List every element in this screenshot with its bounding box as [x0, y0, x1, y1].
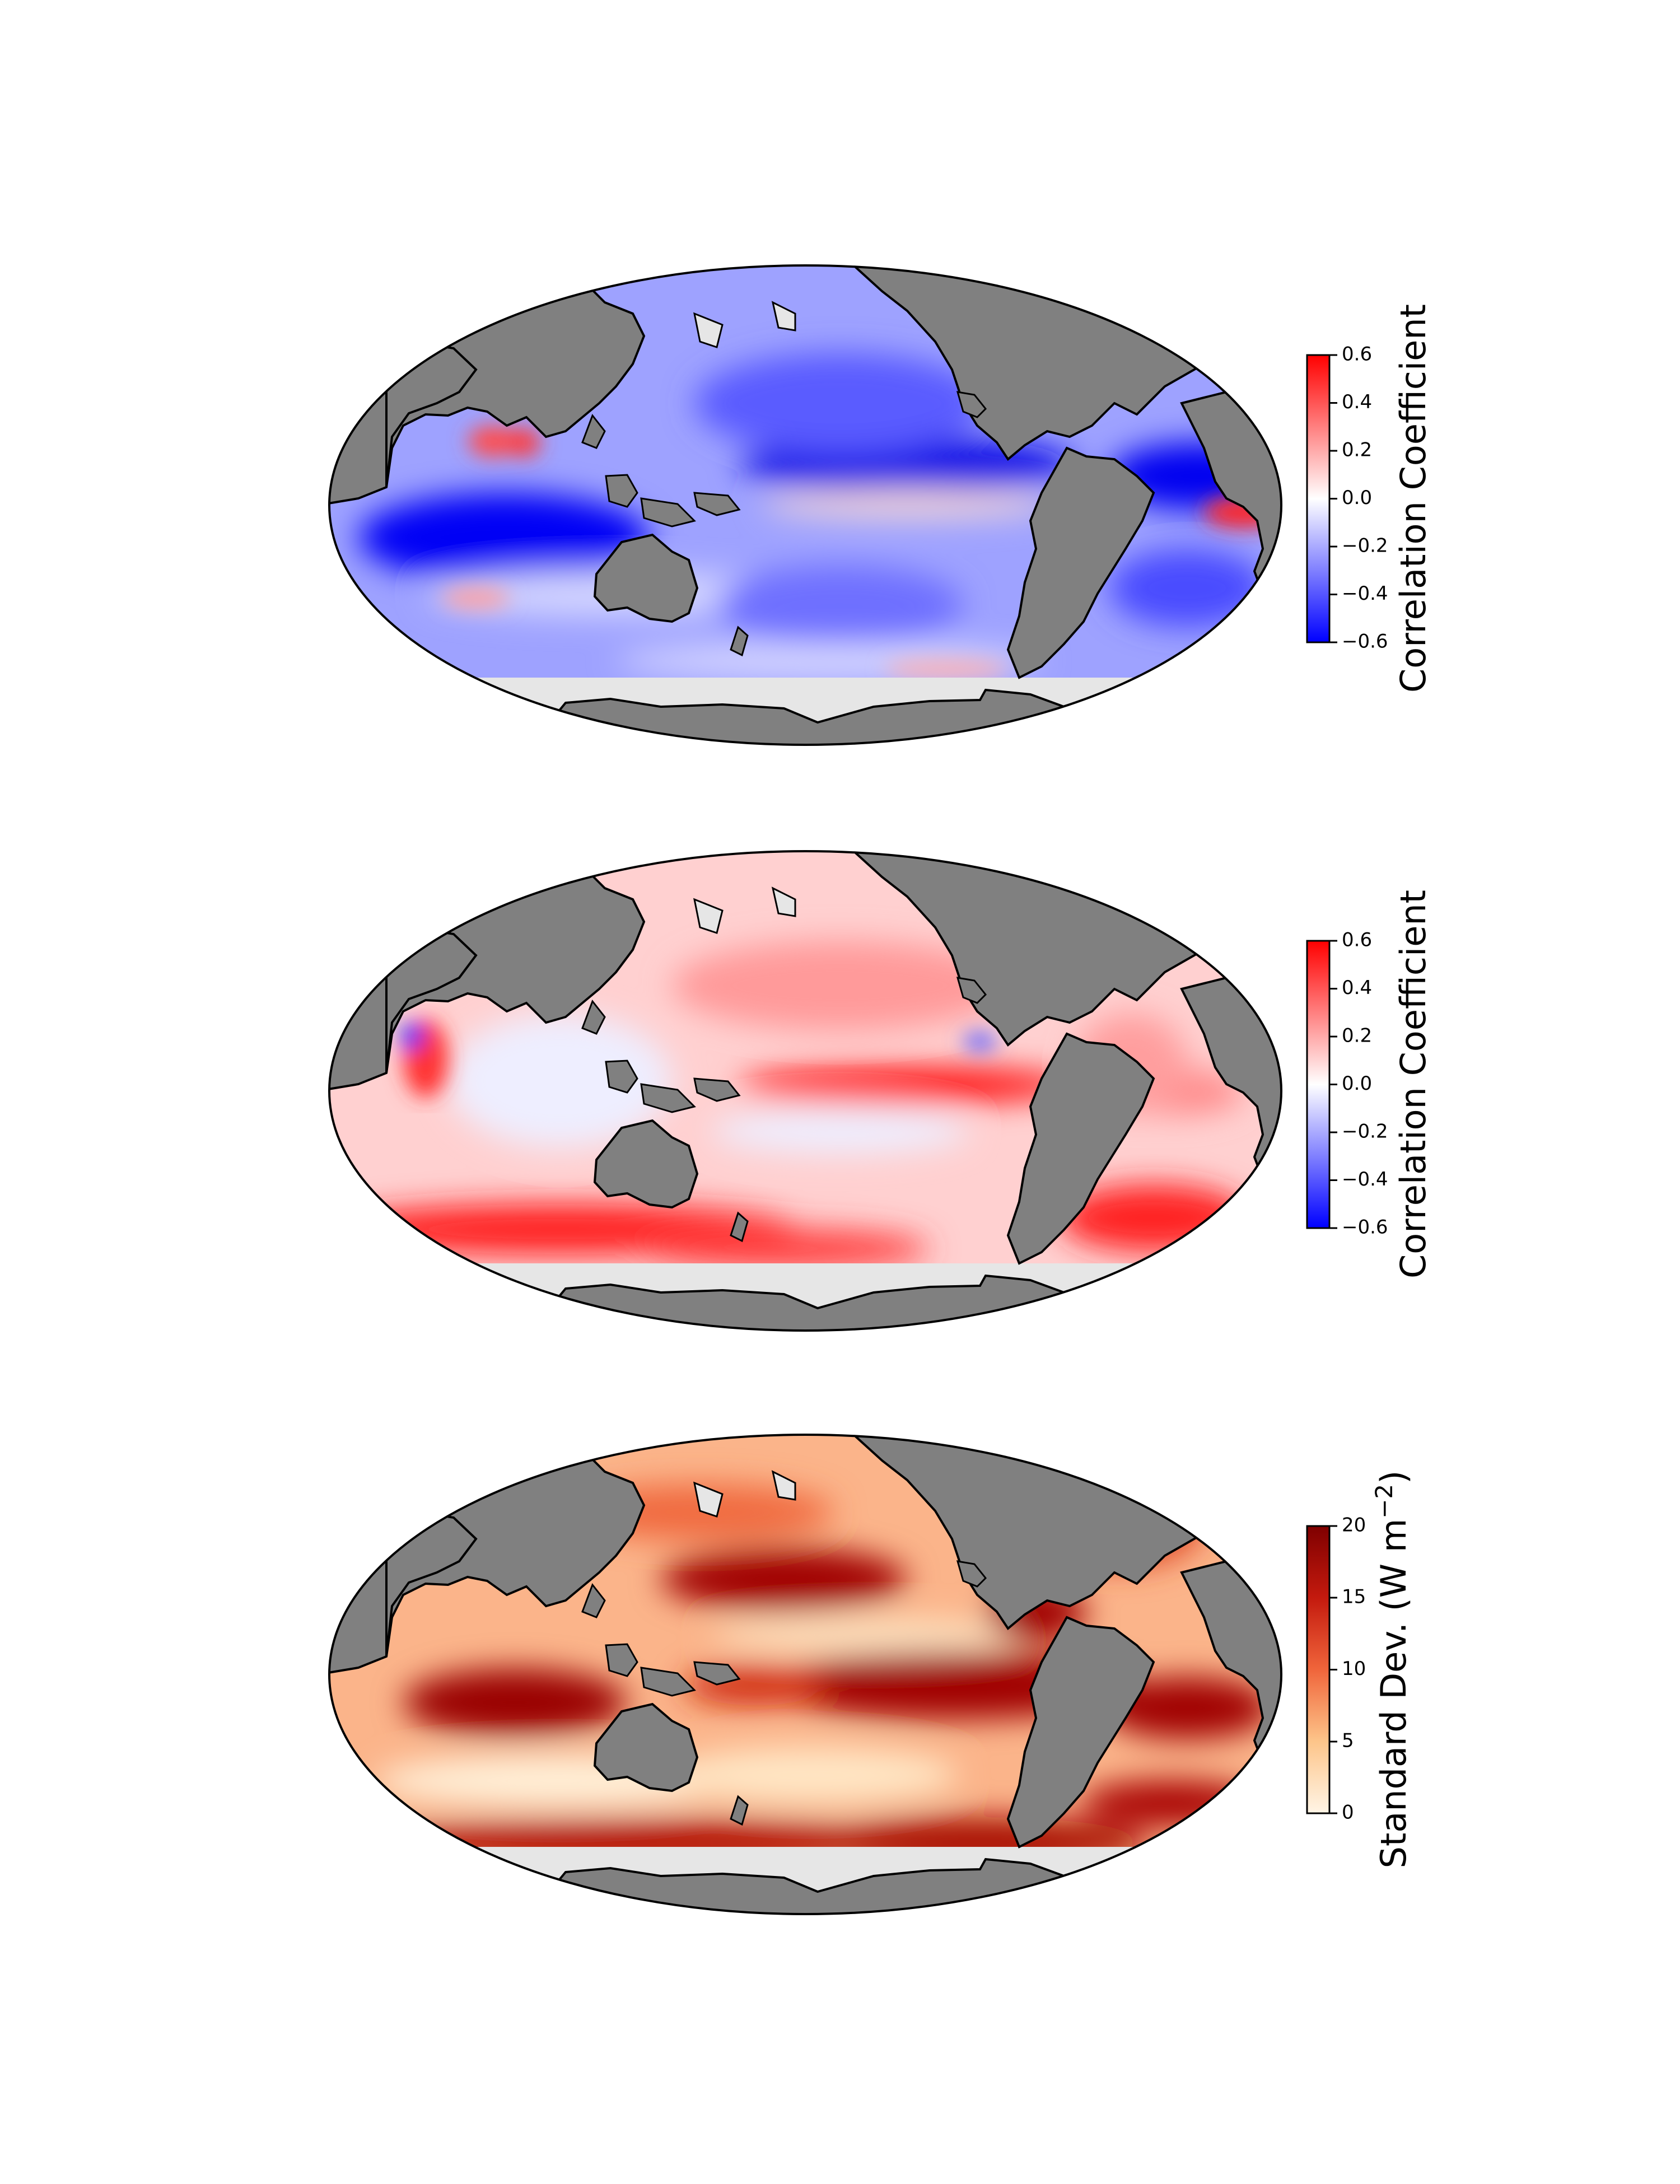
colorbar-1-tick-label: 0.0 [1342, 487, 1372, 509]
colorbar-3-tick-label: 0 [1342, 1802, 1354, 1824]
colorbar-2-ticks [1329, 940, 1337, 1229]
colorbar-1-tick-label: 0.2 [1342, 439, 1372, 461]
colorbar-3-label-sup: −2 [1370, 1484, 1398, 1519]
colorbar-2-tick-label: −0.6 [1342, 1216, 1388, 1239]
colorbar-2-tick-label: −0.2 [1342, 1121, 1388, 1143]
colorbar-2-tick-label: 0.6 [1342, 929, 1372, 951]
colorbar-2-label: Correlation Coefficient [1393, 890, 1434, 1278]
colorbar-3-label-main: Standard Dev. (W m [1373, 1519, 1414, 1869]
colorbar-1-tick-label: −0.2 [1342, 535, 1388, 557]
colorbar-1-tick-label: 0.4 [1342, 391, 1372, 413]
colorbar-1: 0.6 0.4 0.2 0.0 −0.2 −0.4 −0.6 Correlati… [1306, 304, 1434, 693]
colorbar-3-label: Standard Dev. (W m−2) [1370, 1471, 1414, 1869]
colorbar-3-bar [1306, 1525, 1331, 1814]
colorbar-2-bar [1306, 940, 1331, 1229]
colorbar-3-tick-label: 10 [1342, 1658, 1366, 1680]
colorbar-1-bar [1306, 354, 1331, 643]
map-panel-3 [328, 1434, 1282, 1915]
colorbar-3-ticks [1329, 1525, 1337, 1814]
map-panel-2 [328, 850, 1282, 1332]
colorbar-3-label-end: ) [1373, 1471, 1414, 1484]
colorbar-2-tick-label: −0.4 [1342, 1168, 1388, 1191]
map-panel-1 [328, 264, 1282, 746]
colorbar-1-tick-label: −0.6 [1342, 631, 1388, 653]
colorbar-3: 20 15 10 5 0 Standard Dev. (W m−2) [1306, 1471, 1414, 1869]
colorbar-2-tick-label: 0.0 [1342, 1072, 1372, 1095]
colorbar-1-label: Correlation Coefficient [1393, 304, 1434, 693]
map-outline-3 [328, 1434, 1282, 1915]
colorbar-1-tick-label: −0.4 [1342, 582, 1388, 605]
map-outline-1 [328, 264, 1282, 746]
colorbar-3-tick-label: 20 [1342, 1514, 1366, 1537]
colorbar-2: 0.6 0.4 0.2 0.0 −0.2 −0.4 −0.6 Correlati… [1306, 890, 1434, 1278]
colorbar-3-tick-label: 5 [1342, 1730, 1354, 1752]
ocean-field-3 [329, 1435, 1281, 1914]
colorbar-1-tick-label: 0.6 [1342, 343, 1372, 366]
colorbar-1-ticks [1329, 354, 1337, 643]
colorbar-3-tick-label: 15 [1342, 1586, 1366, 1608]
colorbar-2-tick-label: 0.4 [1342, 977, 1372, 999]
colorbar-2-tick-label: 0.2 [1342, 1025, 1372, 1047]
map-outline-2 [328, 850, 1282, 1332]
